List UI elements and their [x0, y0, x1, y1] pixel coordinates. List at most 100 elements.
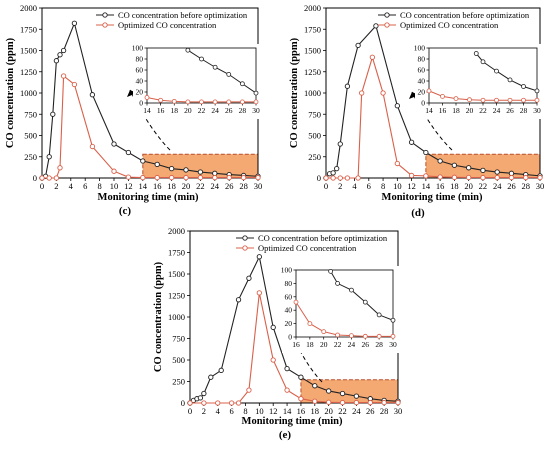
data-point [355, 42, 361, 49]
inset-x-tick-label: 22 [198, 106, 206, 115]
x-tick-label: 6 [83, 181, 87, 191]
x-tick-label: 26 [366, 406, 375, 416]
inset-data-point [494, 68, 499, 74]
inset-y-tick-label: 60 [418, 66, 426, 75]
x-tick-label: 16 [153, 181, 162, 191]
data-point [187, 400, 193, 406]
inset-x-tick-label: 26 [362, 340, 370, 349]
zoom-arrow-head [127, 90, 137, 97]
data-point [154, 174, 160, 181]
data-point [298, 396, 304, 402]
data-point [71, 81, 78, 88]
x-tick-label: 14 [139, 181, 148, 191]
y-tick-label: 500 [172, 355, 185, 365]
inset-x-tick-label: 30 [389, 340, 397, 349]
inset-data-point [480, 97, 486, 103]
inset-data-point [376, 312, 382, 318]
data-point [111, 168, 117, 174]
y-tick-label: 1750 [304, 24, 321, 34]
inset-data-point [158, 97, 164, 103]
data-point [235, 297, 242, 303]
x-axis-label: Monitoring time (min) [382, 192, 483, 203]
data-point [334, 165, 340, 172]
inset-y-tick-label: 20 [285, 319, 293, 328]
inset-x-tick-label: 28 [375, 340, 383, 349]
data-point [197, 174, 204, 181]
data-point [394, 103, 400, 109]
data-point [367, 399, 373, 406]
inset-y-tick-label: 0 [288, 333, 292, 342]
x-tick-label: 24 [211, 181, 220, 191]
inset-data-point [199, 56, 204, 62]
inset-y-tick-label: 40 [136, 77, 144, 86]
data-point [437, 174, 443, 180]
inset-x-tick-label: 30 [533, 106, 541, 115]
inset-data-point [473, 51, 479, 56]
y-tick-label: 1250 [168, 291, 185, 301]
inset-data-point [328, 268, 334, 274]
inset-data-point [321, 329, 327, 335]
x-tick-label: 20 [182, 181, 191, 191]
inset-data-point [349, 333, 354, 339]
x-tick-label: 20 [464, 181, 473, 191]
inset-data-point [467, 97, 472, 103]
inset-data-point [293, 299, 299, 305]
data-point [235, 400, 242, 406]
data-point [508, 170, 515, 176]
x-tick-label: 24 [493, 181, 502, 191]
data-point [270, 357, 276, 363]
inset-frame [146, 47, 257, 104]
x-tick-label: 28 [380, 406, 389, 416]
inset-x-tick-label: 22 [334, 340, 342, 349]
x-tick-label: 8 [97, 181, 101, 191]
x-tick-label: 24 [352, 406, 361, 416]
x-tick-label: 26 [507, 181, 516, 191]
data-point [330, 175, 336, 181]
y-tick-label: 1500 [20, 46, 37, 56]
data-point [46, 154, 52, 160]
data-point [323, 175, 329, 181]
inset-y-tick-label: 20 [136, 88, 144, 97]
x-tick-label: 14 [283, 406, 292, 416]
x-tick-label: 14 [422, 181, 431, 191]
inset-data-point [534, 88, 540, 94]
data-point [337, 175, 343, 181]
legend-entry: Optimized CO concentration [118, 20, 217, 30]
inset-data-point [349, 287, 354, 293]
data-point [480, 174, 486, 181]
data-point [312, 398, 318, 404]
data-point [344, 175, 351, 181]
inset-data-point [376, 333, 382, 339]
data-point [270, 324, 276, 330]
data-point [256, 254, 262, 260]
inset-data-point [185, 99, 191, 105]
inset-data-point [335, 332, 340, 338]
data-point [168, 165, 175, 172]
data-point [60, 47, 67, 54]
inset-x-tick-label: 26 [225, 106, 233, 115]
inset-data-point [185, 47, 191, 53]
data-point [298, 374, 304, 380]
inset-data-point [212, 99, 218, 105]
x-tick-label: 10 [393, 181, 402, 191]
x-tick-label: 18 [167, 181, 176, 191]
inset-x-tick-label: 24 [493, 106, 501, 115]
inset-data-point [521, 97, 526, 103]
inset-y-tick-label: 60 [285, 292, 293, 301]
chart-panel-c: 0 2 4 6 8 10 12 14 16 18 20 22 24 26 28 300250500750100… [5, 3, 262, 217]
inset-x-tick-label: 14 [425, 106, 433, 115]
x-axis-label: Monitoring time (min) [242, 416, 343, 427]
inset-data-point [362, 299, 368, 305]
inset-data-point [212, 64, 218, 70]
inset-data-point [171, 98, 177, 104]
x-tick-label: 0 [188, 406, 192, 416]
data-point [255, 174, 261, 181]
legend-swatch-marker [384, 12, 390, 18]
y-tick-label: 0 [33, 173, 37, 183]
data-point [326, 388, 332, 394]
data-point [125, 174, 132, 180]
x-tick-label: 20 [324, 406, 333, 416]
inset-series-line [187, 49, 257, 94]
inset-x-tick-label: 16 [292, 340, 300, 349]
inset-y-tick-label: 100 [281, 266, 293, 275]
